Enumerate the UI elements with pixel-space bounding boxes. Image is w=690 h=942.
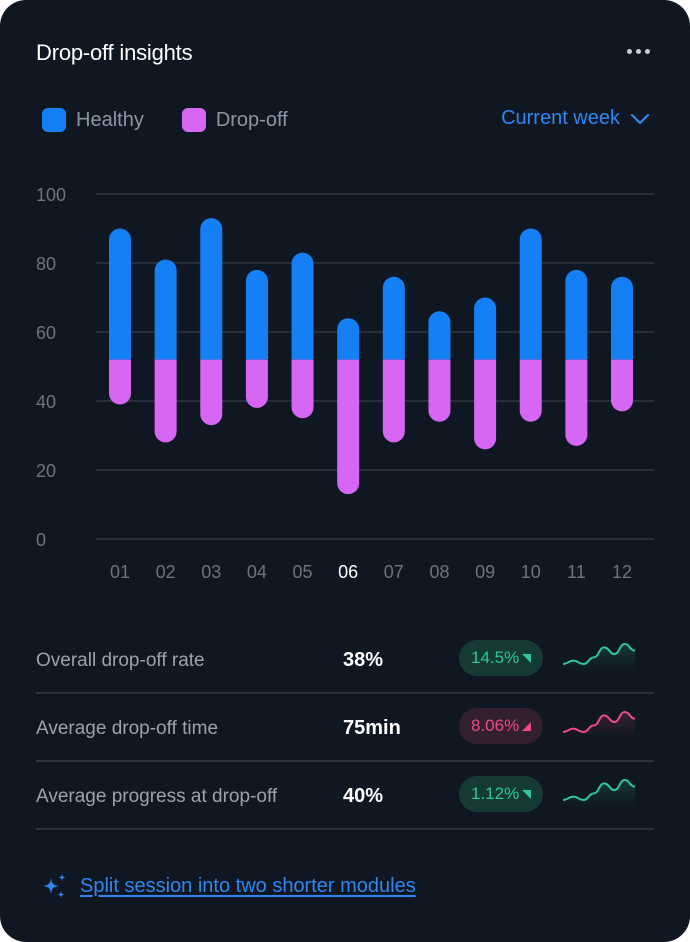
x-tick-label: 02	[156, 562, 176, 582]
metric-value: 38%	[343, 649, 384, 671]
chart-legend: Healthy Drop-off	[42, 108, 326, 132]
bar-drop-off	[337, 359, 360, 495]
y-tick-label: 0	[36, 530, 46, 550]
metric-row: Overall drop-off rate 38% 14.5%	[36, 626, 654, 694]
x-tick-label: 07	[384, 562, 404, 582]
y-tick-label: 40	[36, 392, 56, 412]
more-options-button[interactable]	[622, 42, 654, 60]
bar-drop-off	[154, 359, 177, 443]
sparkline	[562, 642, 636, 670]
bar-chart: 0 20 40 60 80 100 01 02 03 04 05 06 07 08 09 10 11 12	[36, 185, 654, 582]
metric-label: Average drop-off time	[36, 718, 219, 739]
change-value: 1.12%	[471, 784, 520, 803]
bar-drop-off	[428, 359, 451, 422]
x-tick-label: 12	[612, 562, 632, 582]
sparkline-line	[562, 710, 636, 734]
x-tick-label: 09	[475, 562, 495, 582]
bar-drop-off	[382, 359, 405, 443]
bar-drop-off	[109, 359, 131, 405]
trend-down-icon	[522, 789, 532, 799]
bar-healthy	[611, 276, 633, 360]
card-title: Drop-off insights	[36, 40, 193, 65]
bar-healthy	[474, 297, 497, 360]
period-select-value: Current week	[501, 107, 620, 129]
bar-healthy	[565, 269, 588, 360]
bar-healthy	[382, 276, 405, 360]
metric-row: Average progress at drop-off 40% 1.12%	[36, 762, 654, 830]
metric-value: 40%	[343, 785, 384, 807]
sparkline-line	[562, 778, 636, 802]
y-tick-label: 80	[36, 254, 56, 274]
x-tick-label: 08	[429, 562, 449, 582]
bar-drop-off	[200, 359, 223, 426]
y-tick-label: 60	[36, 323, 56, 343]
change-badge: 14.5%	[459, 640, 544, 676]
bar-drop-off	[519, 359, 542, 422]
bar-drop-off	[291, 359, 314, 419]
chevron-down-icon	[630, 113, 650, 124]
suggestion: Split session into two shorter modules	[42, 873, 416, 899]
bar-healthy	[200, 218, 223, 360]
sparkline-area	[563, 780, 635, 806]
legend-swatch-healthy	[42, 108, 66, 132]
bar-healthy	[428, 311, 451, 360]
change-value: 8.06%	[471, 716, 520, 735]
change-value: 14.5%	[471, 648, 520, 667]
trend-up-icon	[522, 721, 532, 731]
x-tick-label: 05	[293, 562, 313, 582]
trend-down-icon	[522, 653, 532, 663]
bar-drop-off	[611, 359, 633, 412]
legend-item-healthy: Healthy	[42, 108, 144, 132]
x-tick-label: 10	[521, 562, 541, 582]
y-tick-label: 20	[36, 461, 56, 481]
sparkles-icon	[43, 874, 66, 898]
bar-healthy	[154, 259, 177, 360]
sparkline	[562, 710, 636, 738]
sparkline-line	[562, 642, 636, 666]
sparkline	[562, 778, 636, 806]
metric-label: Overall drop-off rate	[36, 650, 205, 671]
x-tick-label: 01	[110, 562, 130, 582]
period-select[interactable]: Current week	[501, 107, 650, 130]
bar-healthy	[245, 269, 268, 360]
x-tick-label: 03	[201, 562, 221, 582]
metrics-table: Overall drop-off rate 38% 14.5% Average …	[36, 626, 654, 830]
more-dot	[644, 48, 650, 54]
more-dot	[635, 48, 641, 54]
bar-drop-off	[474, 359, 497, 450]
legend-label: Healthy	[76, 108, 144, 131]
x-tick-label: 06	[338, 562, 358, 582]
change-badge: 1.12%	[459, 776, 544, 812]
bar-drop-off	[565, 359, 588, 446]
bar-healthy	[519, 228, 542, 360]
sparkline-area	[563, 712, 635, 738]
bar-healthy	[337, 318, 360, 360]
legend-item-drop-off: Drop-off	[181, 108, 288, 132]
bar-healthy	[109, 228, 131, 360]
change-badge: 8.06%	[459, 708, 544, 744]
x-tick-label: 04	[247, 562, 267, 582]
metric-label: Average progress at drop-off	[36, 786, 278, 807]
legend-label: Drop-off	[215, 108, 288, 131]
metric-row: Average drop-off time 75min 8.06%	[36, 694, 654, 762]
bar-healthy	[291, 252, 314, 360]
legend-swatch-drop-off	[181, 108, 206, 132]
bar-drop-off	[245, 359, 268, 408]
more-horizontal-icon	[626, 48, 632, 54]
sparkline-area	[563, 644, 635, 670]
x-tick-label: 11	[567, 562, 586, 582]
y-tick-label: 100	[36, 185, 66, 205]
metric-value: 75min	[343, 717, 401, 739]
suggestion-link[interactable]: Split session into two shorter modules	[80, 874, 416, 897]
